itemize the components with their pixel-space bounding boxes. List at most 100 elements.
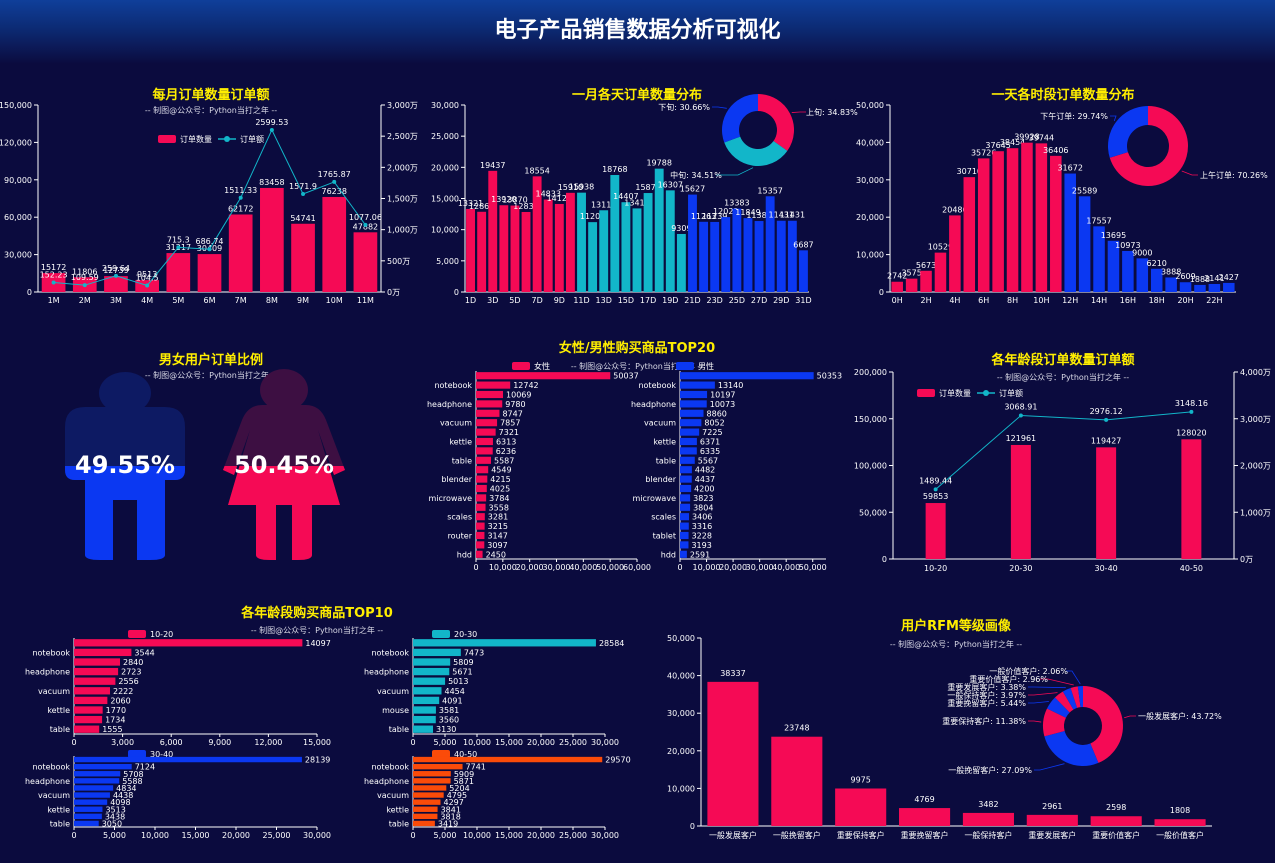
age-top10-20-30-bar-label: 3581 bbox=[439, 706, 459, 715]
male-top20-y-tick-label: kettle bbox=[653, 438, 676, 447]
monthly-line-label: 1571.9 bbox=[289, 182, 317, 191]
january-bar-label: 11431 bbox=[780, 211, 805, 220]
hours-x-tick-label: 18H bbox=[1149, 296, 1165, 305]
female-top20-x-tick-label: 20,000 bbox=[516, 563, 544, 572]
hours-bar bbox=[1035, 143, 1048, 292]
rfm-bar-label: 23748 bbox=[784, 724, 809, 733]
january-bar-label: 18768 bbox=[602, 165, 627, 174]
male-top20-bar bbox=[680, 531, 689, 540]
january-bar-label: 15357 bbox=[757, 186, 782, 195]
monthly-line-label: 715.3 bbox=[167, 235, 190, 244]
january-bar bbox=[521, 211, 531, 292]
age-top10-20-30-bar bbox=[413, 639, 596, 647]
january-bar-label: 19788 bbox=[646, 159, 671, 168]
rfm-bar bbox=[707, 681, 759, 826]
monthly-line-label: 2599.53 bbox=[255, 118, 288, 127]
age-top10-10-20-x-tick-label: 15,000 bbox=[303, 738, 331, 747]
rfm-bar bbox=[835, 788, 887, 826]
age-top10-20-30-legend-label: 20-30 bbox=[454, 630, 477, 639]
age-top10-30-40-bar-label: 3438 bbox=[105, 812, 125, 821]
age-top10-40-50-bar-label: 5204 bbox=[449, 784, 469, 793]
female-top20-bar bbox=[476, 484, 487, 493]
january-bar bbox=[654, 168, 664, 292]
age-top10-40-50-y-tick-label: vacuum bbox=[377, 791, 409, 800]
january-title: 一月各天订单数量分布 bbox=[572, 87, 702, 103]
age-orders-y2-tick-label: 3,000万 bbox=[1240, 415, 1271, 424]
age-orders-line-point bbox=[1018, 413, 1023, 418]
hours-bar bbox=[920, 270, 932, 292]
rfm-bar-label: 38337 bbox=[720, 669, 745, 678]
january-y-tick-label: 15,000 bbox=[431, 195, 459, 204]
female-top20-x-tick-label: 40,000 bbox=[569, 563, 597, 572]
rfm-x-tick-label: 一般价值客户 bbox=[1156, 830, 1204, 840]
age-top10-30-40-y-tick-label: table bbox=[50, 819, 70, 828]
monthly-line-point bbox=[82, 283, 87, 288]
hours-bar-label: 3888 bbox=[1161, 267, 1181, 276]
age-top10-20-30-bar bbox=[413, 648, 461, 657]
age-top10-20-30-bar-label: 5809 bbox=[453, 658, 473, 667]
age-orders-y2-tick-label: 2,000万 bbox=[1240, 462, 1271, 471]
age-orders-bar bbox=[1181, 439, 1202, 559]
january-bar bbox=[554, 203, 564, 292]
age-top10-30-40-bar-label: 7124 bbox=[135, 763, 155, 772]
age-orders-line-label: 3148.16 bbox=[1175, 399, 1208, 408]
male-top20-x-tick-label: 20,000 bbox=[719, 563, 747, 572]
monthly-line-point bbox=[51, 280, 56, 285]
monthly-bar bbox=[166, 253, 191, 292]
january-bar bbox=[688, 194, 697, 292]
monthly-x-tick-label: 9M bbox=[297, 296, 309, 305]
january-bar bbox=[588, 222, 598, 292]
hours-x-tick-label: 12H bbox=[1062, 296, 1078, 305]
hours-bar-label: 2742 bbox=[887, 272, 907, 281]
monthly-y2-tick-label: 1,000万 bbox=[387, 226, 418, 235]
age-top10-30-40-x-tick-label: 30,000 bbox=[303, 831, 331, 840]
female-top20-y-tick-label: blender bbox=[441, 475, 472, 484]
gender-top20-female-legend-label: 女性 bbox=[534, 361, 550, 371]
january-bar bbox=[754, 221, 764, 292]
hours-bar bbox=[1050, 155, 1062, 292]
rfm-x-tick-label: 一般挽留客户 bbox=[773, 830, 821, 840]
female-top20-bar-label: 5587 bbox=[494, 456, 514, 465]
male-body bbox=[65, 466, 185, 560]
monthly-title: 每月订单数量订单额 bbox=[152, 87, 269, 103]
january-bar-label: 11239 bbox=[702, 212, 727, 221]
hours-bar-label: 13695 bbox=[1101, 231, 1126, 240]
hours-bar-label: 20480 bbox=[942, 205, 967, 214]
monthly-line-point bbox=[238, 195, 243, 200]
age-orders-bar bbox=[925, 503, 946, 559]
age-orders-y-tick-label: 50,000 bbox=[859, 508, 887, 517]
female-top20-bar-label: 50037 bbox=[613, 372, 638, 381]
age-top10-title: 各年龄段购买商品TOP10 bbox=[240, 605, 393, 621]
january-bar-label: 11385 bbox=[746, 211, 771, 220]
monthly-bar-label: 54741 bbox=[290, 214, 315, 223]
january-bar bbox=[765, 196, 775, 292]
female-top20-bar bbox=[476, 494, 487, 502]
rfm-pie-slice-label: 一般挽留客户: 27.09% bbox=[948, 765, 1032, 775]
january-bar bbox=[565, 192, 575, 292]
female-top20-bar-label: 3281 bbox=[488, 513, 508, 522]
male-top20-bar-label: 4482 bbox=[695, 466, 715, 475]
hours-bar bbox=[992, 151, 1004, 292]
age-top10-40-50-bar bbox=[413, 763, 463, 770]
age-top10-30-40-bar bbox=[74, 771, 121, 777]
female-top20-x-tick-label: 10,000 bbox=[489, 563, 517, 572]
gender-top20-female-legend-swatch bbox=[512, 362, 530, 370]
age-orders-subtitle: -- 制图@公众号：Python当打之年 -- bbox=[997, 372, 1129, 382]
rfm-pie-slice bbox=[1043, 708, 1066, 737]
monthly-line-label: 259.64 bbox=[102, 264, 130, 273]
age-top10-20-30-bar-label: 5671 bbox=[452, 668, 472, 677]
january-x-tick-label: 1D bbox=[465, 296, 476, 305]
female-top20-bar bbox=[476, 381, 511, 389]
female-top20-bar bbox=[476, 522, 485, 530]
rfm-bar bbox=[962, 812, 1014, 826]
rfm-x-tick-label: 一般保持客户 bbox=[964, 830, 1012, 840]
male-top20-y-tick-label: table bbox=[656, 456, 676, 465]
january-bar bbox=[477, 211, 487, 292]
female-top20-bar bbox=[476, 419, 498, 427]
age-orders-line-point bbox=[1104, 417, 1109, 422]
age-orders-line-point bbox=[1189, 409, 1194, 414]
male-top20-x-tick-label: 40,000 bbox=[772, 563, 800, 572]
january-x-tick-label: 25D bbox=[729, 296, 745, 305]
male-top20-bar bbox=[680, 475, 692, 483]
male-top20-bar bbox=[680, 522, 689, 530]
